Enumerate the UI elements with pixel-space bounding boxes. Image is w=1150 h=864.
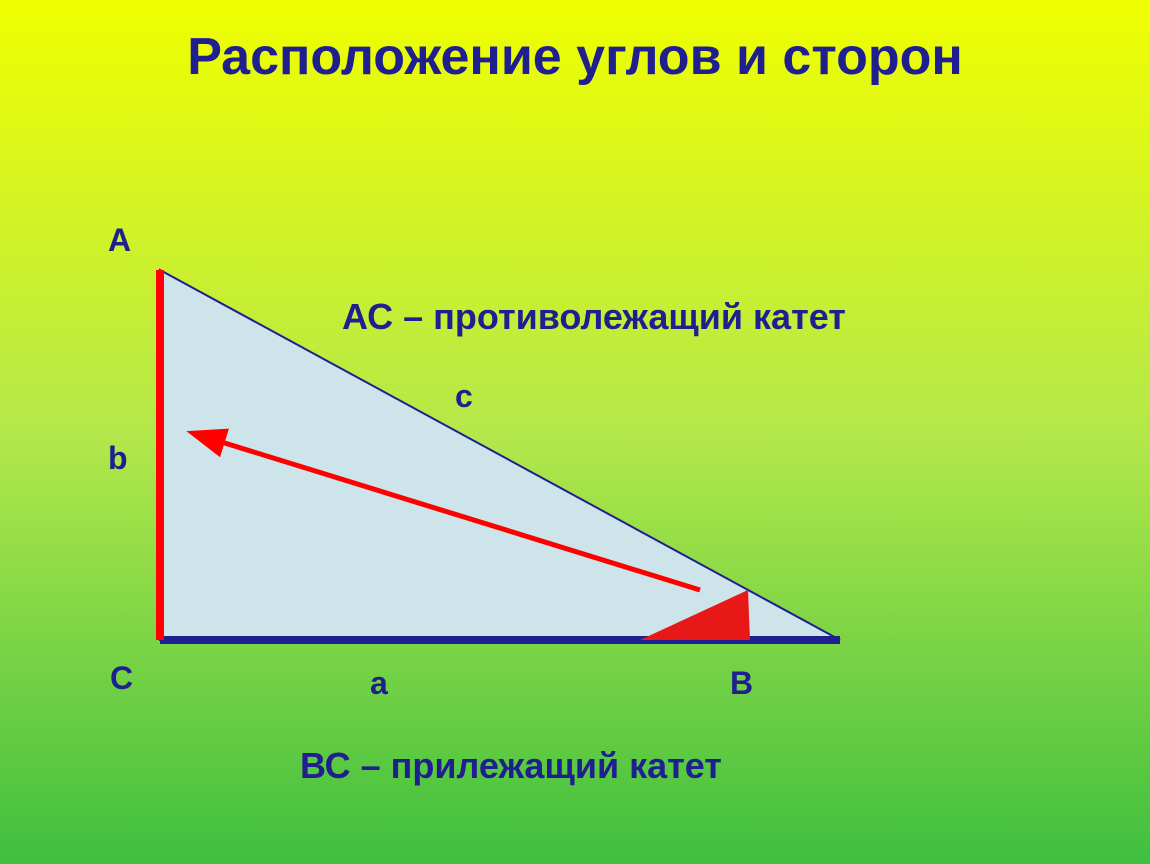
slide-title: Расположение углов и сторон bbox=[0, 28, 1150, 88]
caption-bc: ВС – прилежащий катет bbox=[300, 745, 722, 787]
vertex-label-b: В bbox=[730, 665, 753, 702]
vertex-label-c: С bbox=[110, 660, 133, 697]
side-label-b: b bbox=[108, 440, 128, 477]
vertex-label-a: А bbox=[108, 222, 131, 259]
side-label-c: c bbox=[455, 378, 473, 415]
side-label-a: a bbox=[370, 665, 388, 702]
caption-ac: АС – противолежащий катет bbox=[342, 296, 846, 338]
diagram-svg bbox=[0, 0, 1150, 864]
